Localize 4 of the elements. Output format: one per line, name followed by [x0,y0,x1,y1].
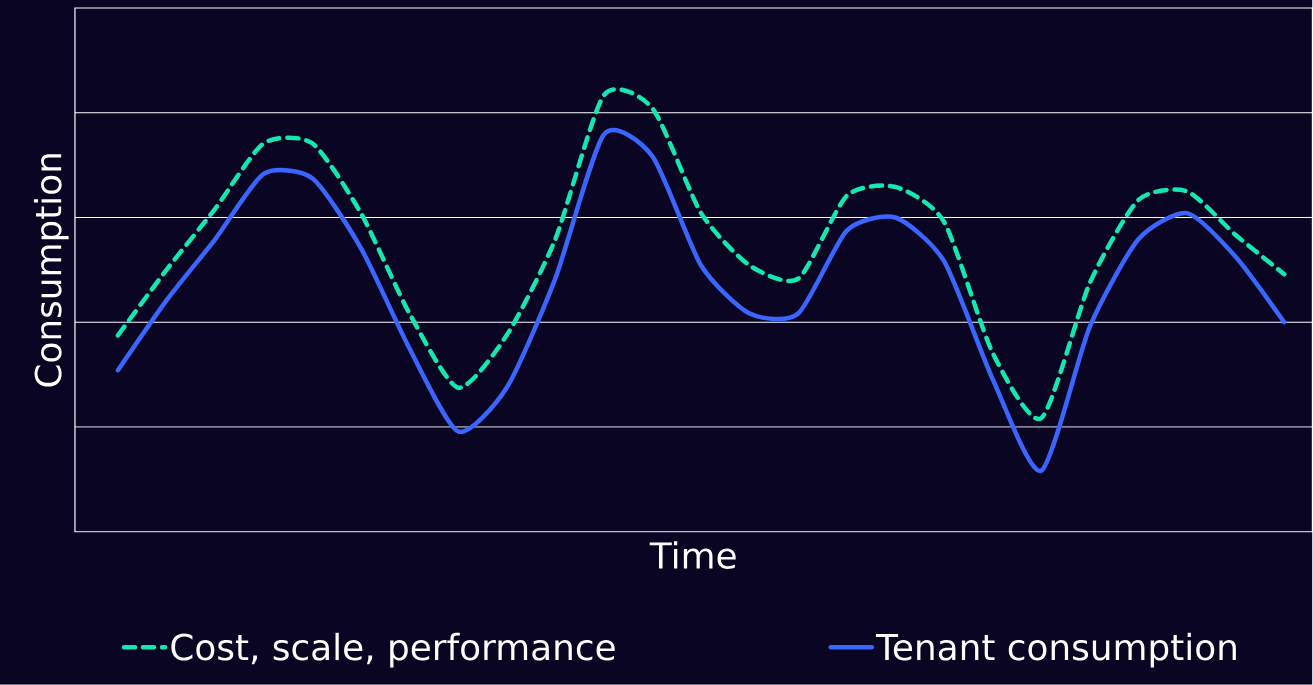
legend-label: Tenant consumption [875,632,1236,668]
y-axis-title: Consumption [33,154,69,387]
legend-label: Cost, scale, performance [171,632,615,668]
x-axis-title: Time [649,541,736,570]
